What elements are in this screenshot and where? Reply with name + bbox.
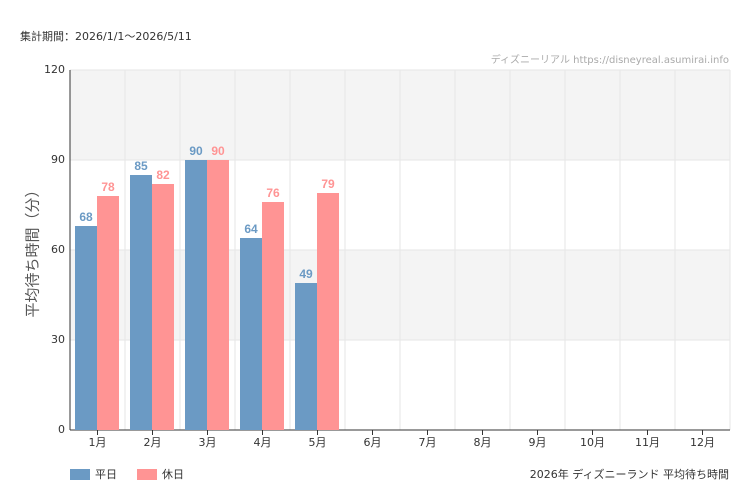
bar — [185, 160, 207, 430]
x-tick-label: 11月 — [635, 436, 660, 449]
x-tick-label: 7月 — [419, 436, 437, 449]
y-tick-label: 0 — [58, 423, 65, 436]
value-label: 68 — [79, 210, 93, 224]
legend-swatch — [137, 469, 157, 480]
x-tick-label: 10月 — [580, 436, 605, 449]
x-tick-label: 5月 — [309, 436, 327, 449]
value-label: 79 — [321, 177, 335, 191]
y-tick-label: 120 — [44, 63, 65, 76]
legend-swatch — [70, 469, 90, 480]
value-label: 76 — [266, 186, 280, 200]
x-tick-label: 3月 — [199, 436, 217, 449]
x-tick-label: 9月 — [529, 436, 547, 449]
value-label: 64 — [244, 222, 258, 236]
caption: 2026年 ディズニーランド 平均待ち時間 — [530, 467, 729, 481]
bar — [75, 226, 97, 430]
y-axis-label: 平均待ち時間（分） — [24, 182, 42, 317]
legend-label: 休日 — [162, 468, 184, 481]
value-label: 90 — [211, 144, 225, 158]
x-tick-label: 2月 — [144, 436, 162, 449]
y-tick-label: 60 — [51, 243, 65, 256]
bar — [295, 283, 317, 430]
legend-label: 平日 — [95, 468, 117, 481]
bar — [262, 202, 284, 430]
bar — [207, 160, 229, 430]
x-tick-label: 8月 — [474, 436, 492, 449]
value-label: 49 — [299, 267, 313, 281]
value-label: 85 — [134, 159, 148, 173]
watermark: ディズニーリアル https://disneyreal.asumirai.inf… — [491, 53, 729, 66]
y-tick-label: 90 — [51, 153, 65, 166]
x-tick-label: 1月 — [89, 436, 107, 449]
y-tick-label: 30 — [51, 333, 65, 346]
bar — [317, 193, 339, 430]
bar — [152, 184, 174, 430]
bar — [240, 238, 262, 430]
x-tick-label: 4月 — [254, 436, 272, 449]
value-label: 90 — [189, 144, 203, 158]
value-label: 82 — [156, 168, 170, 182]
x-tick-label: 12月 — [690, 436, 715, 449]
value-label: 78 — [101, 180, 115, 194]
bar — [130, 175, 152, 430]
x-tick-label: 6月 — [364, 436, 382, 449]
bar — [97, 196, 119, 430]
period: 集計期間：2026/1/1〜2026/5/11 — [20, 29, 192, 43]
